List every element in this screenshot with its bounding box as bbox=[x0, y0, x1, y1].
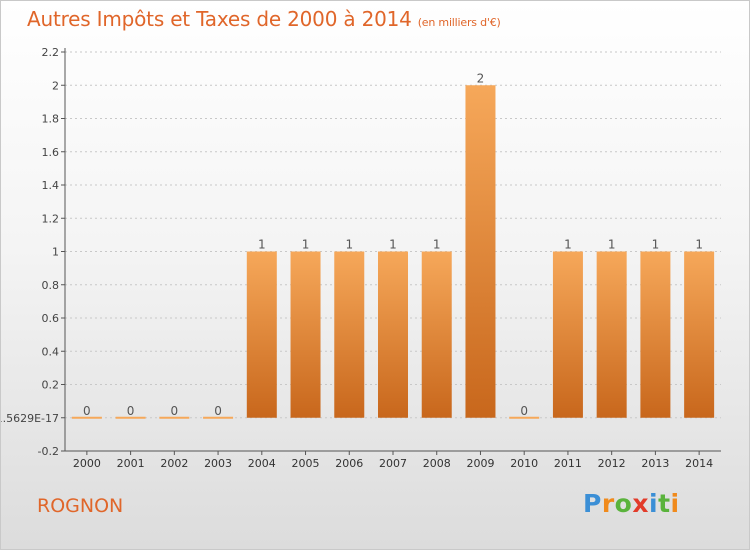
bars bbox=[71, 85, 715, 419]
data-label-2000: 0 bbox=[83, 404, 91, 418]
data-label-2013: 1 bbox=[652, 238, 660, 252]
bar-2011 bbox=[552, 251, 583, 418]
y-tick-label: 2 bbox=[52, 79, 59, 92]
bar-2007 bbox=[378, 251, 408, 418]
x-tick-label-2007: 2007 bbox=[379, 457, 407, 470]
logo-letter: r bbox=[601, 489, 615, 518]
logo-letter: P bbox=[583, 489, 602, 518]
data-label-2003: 0 bbox=[214, 404, 222, 418]
x-tick-label-2010: 2010 bbox=[510, 457, 538, 470]
y-tick-label: 2.2 bbox=[42, 46, 60, 59]
data-label-2011: 1 bbox=[564, 238, 572, 252]
y-tick-label: 0.2 bbox=[42, 379, 60, 392]
data-label-2004: 1 bbox=[258, 238, 266, 252]
x-tick-label-2002: 2002 bbox=[160, 457, 188, 470]
bar-2006 bbox=[334, 251, 365, 418]
y-tick-label: 1.2 bbox=[42, 212, 60, 225]
y-tick-label: 1.6 bbox=[42, 146, 60, 159]
y-tick-label: 0.8 bbox=[42, 279, 60, 292]
x-tick-label-2012: 2012 bbox=[598, 457, 626, 470]
y-tick-label: 1 bbox=[52, 246, 59, 259]
x-tick-label-2014: 2014 bbox=[685, 457, 713, 470]
logo-letter: x bbox=[632, 489, 649, 518]
x-tick-label-2001: 2001 bbox=[117, 457, 145, 470]
data-label-2006: 1 bbox=[345, 238, 353, 252]
bar-2005 bbox=[290, 251, 321, 418]
data-label-2008: 1 bbox=[433, 238, 441, 252]
data-label-2005: 1 bbox=[302, 238, 310, 252]
y-tick-label: 1.8 bbox=[42, 113, 60, 126]
axes bbox=[61, 48, 721, 455]
data-label-2012: 1 bbox=[608, 238, 616, 252]
data-label-2007: 1 bbox=[389, 238, 397, 252]
x-tick-label-2005: 2005 bbox=[292, 457, 320, 470]
data-label-2001: 0 bbox=[127, 404, 135, 418]
data-label-2010: 0 bbox=[520, 404, 528, 418]
y-tick-label: 0.6 bbox=[42, 312, 60, 325]
x-tick-label-2011: 2011 bbox=[554, 457, 582, 470]
x-tick-label-2004: 2004 bbox=[248, 457, 276, 470]
data-label-2002: 0 bbox=[171, 404, 179, 418]
x-tick-label-2009: 2009 bbox=[466, 457, 494, 470]
bar-2004 bbox=[246, 251, 277, 418]
proxiti-logo: Proxiti bbox=[583, 489, 680, 518]
y-tick-label: -0.2 bbox=[38, 445, 59, 458]
bar-2013 bbox=[640, 251, 671, 418]
logo-letter: i bbox=[670, 489, 680, 518]
y-tick-label: -1.5629E-17 bbox=[1, 412, 59, 425]
x-tick-label-2006: 2006 bbox=[335, 457, 363, 470]
y-tick-label: 1.4 bbox=[42, 179, 60, 192]
chart-title: Autres Impôts et Taxes de 2000 à 2014 (en… bbox=[27, 7, 501, 31]
data-label-2009: 2 bbox=[477, 71, 485, 85]
x-tick-label-2013: 2013 bbox=[641, 457, 669, 470]
bar-2009 bbox=[465, 85, 496, 418]
bar-2012 bbox=[596, 251, 627, 418]
x-tick-label-2003: 2003 bbox=[204, 457, 232, 470]
commune-name: ROGNON bbox=[37, 495, 124, 517]
labels: -0.2 -1.5629E-17 0.2 0.4 0.6 0.8 1 1.2 1.4 1.6 1.8… bbox=[1, 46, 713, 470]
x-tick-label-2008: 2008 bbox=[423, 457, 451, 470]
x-tick-label-2000: 2000 bbox=[73, 457, 101, 470]
bar-2008 bbox=[421, 251, 452, 418]
logo-letter: o bbox=[614, 489, 633, 518]
bar-2014 bbox=[684, 251, 715, 418]
logo-letter: i bbox=[649, 489, 659, 518]
chart-title-text: Autres Impôts et Taxes de 2000 à 2014 bbox=[27, 7, 412, 31]
y-tick-label: 0.4 bbox=[42, 345, 60, 358]
logo-letter: t bbox=[658, 489, 671, 518]
chart-subtitle: (en milliers d'€) bbox=[417, 16, 501, 29]
data-label-2014: 1 bbox=[695, 238, 703, 252]
